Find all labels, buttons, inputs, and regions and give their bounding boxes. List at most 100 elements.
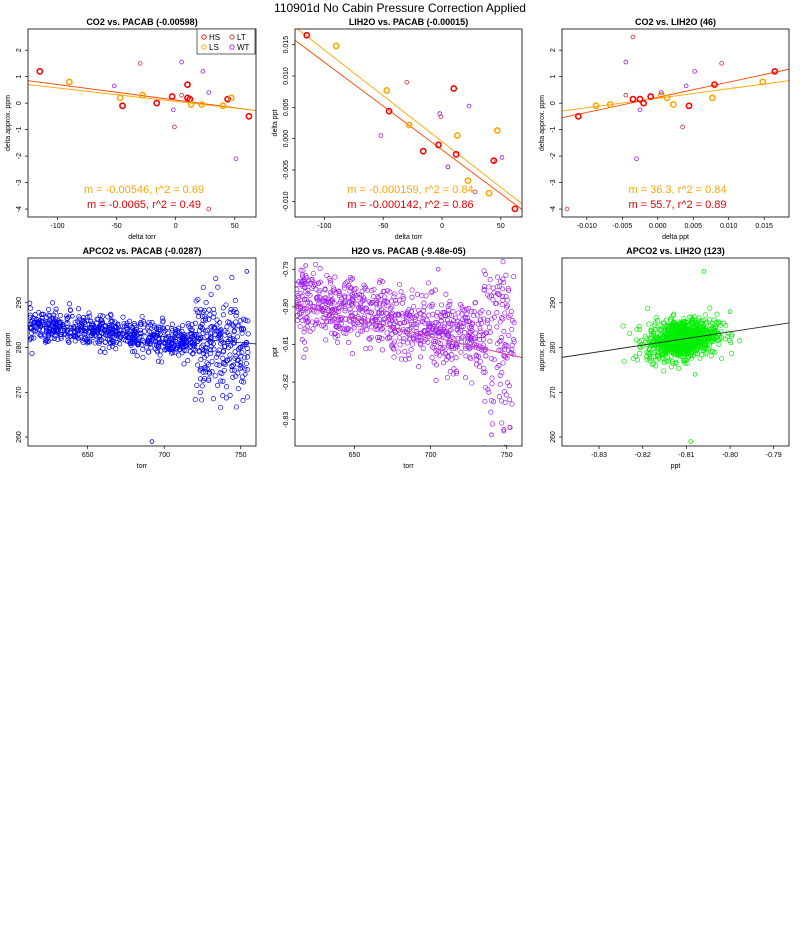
data-point: [477, 337, 483, 343]
data-point: [466, 103, 472, 109]
data-point: [629, 95, 637, 103]
data-point: [511, 339, 517, 345]
data-point: [408, 321, 414, 327]
data-point: [400, 313, 406, 319]
x-tick-label: 0.005: [684, 223, 702, 230]
data-point: [84, 315, 90, 321]
data-point: [379, 311, 385, 317]
data-point: [198, 101, 206, 108]
data-point: [450, 371, 456, 377]
data-point: [192, 396, 198, 403]
data-point: [316, 289, 322, 295]
data-point: [180, 322, 186, 328]
data-point: [304, 324, 310, 330]
data-point: [701, 345, 708, 351]
data-point: [334, 324, 340, 330]
data-point: [171, 107, 176, 113]
data-point: [102, 339, 108, 345]
data-point: [477, 317, 483, 323]
data-point: [392, 291, 398, 297]
fit-annotation: m = 36.3, r^2 = 0.84: [628, 184, 726, 196]
data-point: [653, 315, 659, 321]
data-point: [105, 314, 111, 320]
data-point: [328, 304, 334, 310]
data-point: [323, 337, 329, 343]
panel-4: APCO2 vs. PACAB (-0.0287) 650 700 750 260 270…: [5, 246, 257, 470]
data-point: [57, 313, 63, 319]
data-point: [50, 318, 56, 324]
data-point: [57, 323, 63, 330]
data-point: [687, 331, 693, 337]
data-point: [159, 359, 165, 365]
data-point: [187, 336, 193, 343]
data-point: [447, 298, 453, 305]
data-point: [229, 367, 235, 373]
data-point: [184, 94, 191, 102]
data-point: [491, 314, 497, 320]
data-point: [156, 336, 162, 342]
data-point: [220, 312, 226, 318]
data-point: [458, 349, 464, 355]
data-point: [129, 334, 135, 340]
x-axis-label: ppt: [671, 463, 681, 470]
data-point: [233, 313, 239, 319]
data-point: [50, 328, 56, 334]
data-point: [28, 322, 33, 328]
data-point: [349, 351, 355, 357]
data-point: [227, 352, 233, 358]
data-point: [153, 99, 161, 107]
data-point: [494, 274, 501, 280]
data-point: [341, 293, 347, 299]
data-point: [688, 314, 694, 320]
data-point: [485, 189, 493, 197]
data-point: [76, 314, 82, 320]
data-point: [421, 307, 427, 313]
data-point: [397, 330, 403, 336]
data-point: [488, 409, 494, 415]
data-point: [498, 338, 504, 344]
data-point: [384, 330, 390, 336]
x-tick-label: -50: [378, 223, 388, 230]
data-point: [503, 272, 509, 278]
data-point: [162, 339, 168, 345]
data-point: [503, 293, 509, 300]
data-point: [217, 320, 223, 326]
data-point: [53, 306, 59, 312]
data-point: [402, 348, 408, 354]
panel-3: CO2 vs. LIH2O (46) -0.010 -0.005 0.000 0.005…: [539, 17, 790, 241]
x-tick-label: -100: [317, 223, 331, 230]
data-point: [117, 341, 123, 347]
data-point: [688, 439, 694, 444]
data-point: [475, 321, 481, 327]
data-point: [341, 303, 347, 309]
y-tick-label: -1: [16, 126, 23, 132]
data-point: [716, 341, 722, 347]
data-point: [472, 189, 478, 195]
data-point: [644, 335, 650, 341]
data-point: [328, 292, 334, 298]
data-point: [438, 302, 445, 308]
data-point: [475, 353, 482, 360]
plot-frame: [561, 28, 790, 218]
data-point: [119, 102, 126, 110]
data-point: [204, 341, 210, 347]
data-point: [684, 320, 690, 326]
data-point: [509, 327, 515, 333]
data-point: [640, 99, 647, 107]
data-point: [423, 336, 429, 342]
series-outliers: [300, 263, 513, 438]
data-point: [564, 206, 570, 212]
data-point: [504, 304, 510, 310]
data-point: [379, 326, 385, 332]
data-point: [230, 340, 236, 346]
data-point: [447, 369, 453, 375]
data-point: [204, 360, 210, 366]
data-point: [668, 353, 674, 360]
data-point: [464, 177, 472, 185]
y-axis-label: delta approx. ppm: [539, 95, 546, 151]
data-point: [235, 370, 241, 376]
data-point: [355, 320, 361, 326]
data-point: [468, 337, 474, 343]
data-point: [494, 310, 500, 316]
y-tick-label: 280: [16, 342, 23, 354]
